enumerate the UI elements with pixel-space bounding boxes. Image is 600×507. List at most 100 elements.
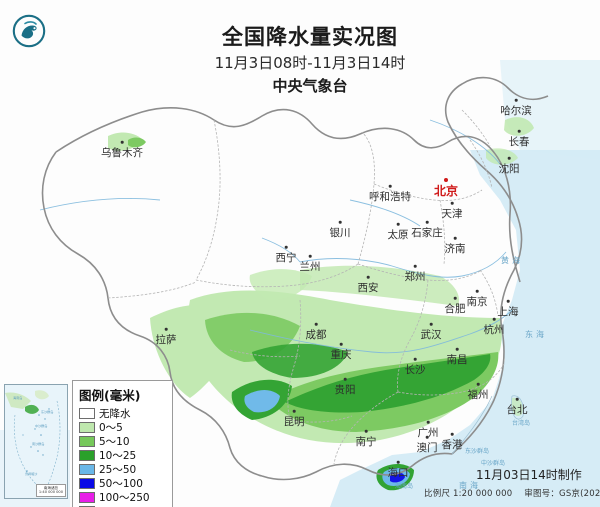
city-label: 福州 xyxy=(467,389,489,401)
legend-row: 25～50 xyxy=(79,463,167,476)
city-marker-dot xyxy=(364,429,368,433)
city-marker-dot xyxy=(292,409,296,413)
legend-rows: 无降水 0～5 5～10 10～25 25～50 50～100 100～250 ≥250 xyxy=(79,407,167,507)
city-label: 拉萨 xyxy=(155,334,177,346)
legend-item-label: 10～25 xyxy=(99,450,137,462)
city-marker-dot xyxy=(507,156,511,160)
legend-row: 50～100 xyxy=(79,477,167,490)
legend-color-swatch xyxy=(79,422,95,433)
city-label: 昆明 xyxy=(283,416,305,428)
svg-text:曾母暗沙: 曾母暗沙 xyxy=(25,471,37,476)
island-label: 东沙群岛 xyxy=(464,448,490,455)
city-label: 南宁 xyxy=(355,436,377,448)
city-label: 天津 xyxy=(441,208,463,220)
legend-color-swatch xyxy=(79,408,95,419)
approval-number-label: 审图号：GS京(2024)0236号 xyxy=(524,489,600,499)
city-marker-dot xyxy=(476,382,480,386)
city-label: 武汉 xyxy=(420,329,442,341)
legend-item-label: 无降水 xyxy=(99,408,131,420)
legend-row: 5～10 xyxy=(79,435,167,448)
city-marker-dot xyxy=(388,184,392,188)
city-marker-dot xyxy=(514,98,518,102)
scale-label: 比例尺 1:20 000 000 xyxy=(424,489,513,499)
city-label: 乌鲁木齐 xyxy=(101,147,143,159)
city-marker-dot xyxy=(413,264,417,268)
sea-label: 黄海 xyxy=(501,256,523,265)
city-marker-dot xyxy=(425,435,429,439)
legend-item-label: 5～10 xyxy=(99,436,130,448)
svg-text:东沙群岛: 东沙群岛 xyxy=(41,409,53,414)
city-marker-dot xyxy=(515,397,519,401)
city-label: 贵阳 xyxy=(334,384,356,396)
city-marker-dot xyxy=(396,460,400,464)
city-marker-dot xyxy=(450,432,454,436)
city-label: 澳门 xyxy=(416,442,438,454)
rain-patch-northeast xyxy=(504,117,534,136)
city-label: 重庆 xyxy=(330,349,352,361)
legend-item-label: 25～50 xyxy=(99,464,137,476)
rain-core-25-50 xyxy=(244,390,280,413)
legend-row: 100～250 xyxy=(79,491,167,504)
city-marker-dot xyxy=(453,296,457,300)
city-marker-dot xyxy=(453,236,457,240)
city-marker-dot xyxy=(455,347,459,351)
city-label: 南昌 xyxy=(446,354,468,366)
city-marker-dot xyxy=(338,220,342,224)
sea-label: 东海 xyxy=(525,330,547,339)
river-layer xyxy=(39,119,513,354)
city-label: 长春 xyxy=(508,136,530,148)
city-marker-dot xyxy=(396,222,400,226)
city-label: 沈阳 xyxy=(498,163,520,175)
coastline-layer xyxy=(451,395,524,455)
city-label: 西宁 xyxy=(275,252,297,264)
city-label: 广州 xyxy=(417,427,439,439)
city-marker-dot xyxy=(284,245,288,249)
city-marker-dot xyxy=(517,129,521,133)
legend-color-swatch xyxy=(79,478,95,489)
city-label: 西安 xyxy=(357,282,379,294)
national-border-layer xyxy=(41,76,549,481)
city-label: 海口 xyxy=(387,467,409,479)
legend-panel: 图例(毫米) 无降水 0～5 5～10 10～25 25～50 50～100 100～250… xyxy=(72,380,173,507)
city-label: 北京 xyxy=(433,184,459,198)
city-marker-dot xyxy=(475,289,479,293)
legend-color-swatch xyxy=(79,464,95,475)
city-label: 济南 xyxy=(444,243,466,255)
city-label: 上海 xyxy=(497,306,519,318)
legend-item-label: ≥250 xyxy=(99,506,128,507)
svg-text:海南岛: 海南岛 xyxy=(13,395,22,400)
island-label: 海南岛 xyxy=(394,483,414,490)
legend-item-label: 0～5 xyxy=(99,422,123,434)
city-marker-dot xyxy=(314,322,318,326)
city-label: 台北 xyxy=(506,404,528,416)
city-marker-dot xyxy=(425,220,429,224)
island-label: 中沙群岛 xyxy=(480,460,506,467)
province-border-layer xyxy=(107,109,505,465)
legend-row: 10～25 xyxy=(79,449,167,462)
city-label: 太原 xyxy=(387,229,409,241)
city-marker-dot xyxy=(444,178,448,182)
legend-color-swatch xyxy=(79,492,95,503)
city-label: 哈尔滨 xyxy=(500,105,532,117)
city-marker-dot xyxy=(450,201,454,205)
city-marker-dot xyxy=(120,140,124,144)
svg-text:中沙群岛: 中沙群岛 xyxy=(35,423,47,428)
city-marker-dot xyxy=(308,254,312,258)
legend-title: 图例(毫米) xyxy=(79,388,141,403)
sea-label: 南海 xyxy=(459,481,481,490)
inset-scale-label: 南海诸岛 1:40 000 000 xyxy=(35,483,66,497)
inset-map-graphic: 东沙群岛 中沙群岛 南沙群岛 曾母暗沙 海南岛 xyxy=(5,385,67,498)
legend-item-label: 100～250 xyxy=(99,492,150,504)
city-label: 成都 xyxy=(305,329,327,341)
city-label: 呼和浩特 xyxy=(369,191,411,203)
precipitation-layer xyxy=(108,117,534,491)
city-marker-dot xyxy=(343,377,347,381)
cma-dragon-logo xyxy=(12,14,46,48)
legend-item-label: 50～100 xyxy=(99,478,143,490)
rain-band-10-25 xyxy=(285,354,491,413)
footer-line: 比例尺 1:20 000 000 审图号：GS京(2024)0236号 xyxy=(424,487,600,499)
city-marker-dot xyxy=(426,420,430,424)
city-marker-dot xyxy=(506,299,510,303)
